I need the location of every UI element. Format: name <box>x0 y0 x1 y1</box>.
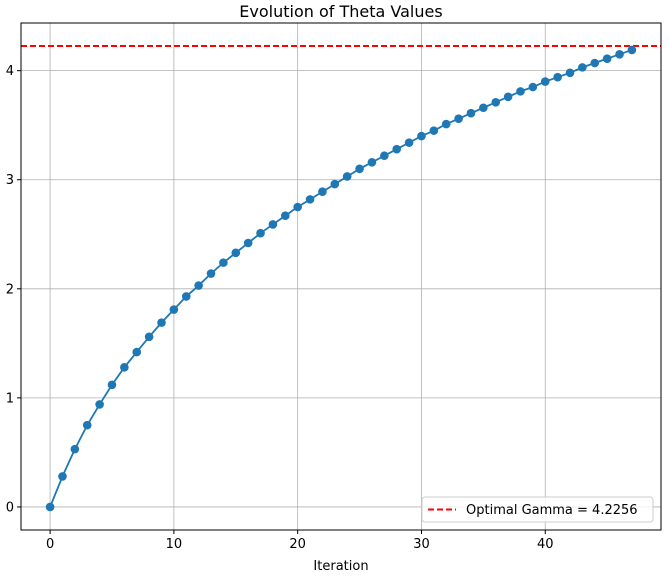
theta-point <box>318 187 327 197</box>
x-tick-label: 30 <box>413 537 430 552</box>
theta-point <box>429 126 439 135</box>
theta-point <box>392 144 402 154</box>
x-axis-label: Iteration <box>313 559 368 574</box>
theta-point <box>305 195 315 204</box>
theta-point <box>380 151 389 161</box>
theta-point <box>132 347 142 357</box>
theta-point <box>441 119 451 129</box>
y-tick-label: 1 <box>6 391 14 406</box>
legend: Optimal Gamma = 4.2256 <box>421 496 654 523</box>
theta-point <box>602 54 612 63</box>
theta-point <box>454 114 463 123</box>
theta-point <box>107 380 117 390</box>
theta-point <box>565 68 575 78</box>
theta-point <box>627 45 637 55</box>
y-tick-label: 3 <box>6 173 14 188</box>
theta-point <box>417 131 426 141</box>
theta-point <box>280 211 290 221</box>
legend-entry-label: Optimal Gamma = 4.2256 <box>466 503 638 518</box>
theta-point <box>367 157 377 167</box>
theta-point <box>330 179 340 189</box>
y-tick-label: 4 <box>6 64 14 79</box>
theta-point <box>144 332 154 342</box>
theta-point <box>503 92 513 102</box>
x-tick-label: 20 <box>289 537 306 552</box>
y-tick-label: 2 <box>6 282 14 297</box>
x-tick-label: 10 <box>166 537 183 552</box>
theta-point <box>540 77 550 86</box>
series-group <box>45 45 637 512</box>
theta-point <box>293 202 302 212</box>
theta-point <box>157 318 166 327</box>
theta-point <box>268 220 278 229</box>
theta-point <box>58 472 67 481</box>
plot-frame <box>20 22 662 531</box>
theta-point <box>243 238 253 248</box>
y-tick-label: 0 <box>6 500 14 515</box>
theta-point <box>578 63 587 72</box>
legend-box <box>421 496 654 523</box>
theta-point <box>466 108 476 118</box>
theta-point <box>120 363 129 372</box>
theta-point <box>206 269 216 278</box>
theta-point <box>70 444 80 454</box>
theta-point <box>615 49 624 59</box>
theta-point <box>491 97 501 107</box>
ticks: 0 10 20 30 40 0 1 2 3 4 <box>6 64 554 552</box>
theta-point <box>194 281 203 290</box>
theta-point <box>95 400 104 409</box>
theta-point <box>355 164 364 174</box>
theta-point <box>219 258 228 267</box>
theta-point <box>169 305 179 314</box>
theta-point <box>553 72 562 82</box>
x-tick-label: 40 <box>537 537 554 552</box>
theta-point <box>45 502 55 512</box>
theta-point <box>516 87 525 96</box>
theta-point <box>342 172 352 181</box>
theta-point <box>479 103 488 113</box>
theta-point <box>256 228 265 238</box>
chart-title: Evolution of Theta Values <box>239 2 442 21</box>
theta-point <box>181 292 191 301</box>
theta-point <box>231 248 241 258</box>
x-tick-label: 0 <box>46 537 54 552</box>
theta-point <box>528 82 538 92</box>
theta-point <box>82 420 92 430</box>
theta-point <box>404 138 414 147</box>
theta-point <box>590 58 600 68</box>
